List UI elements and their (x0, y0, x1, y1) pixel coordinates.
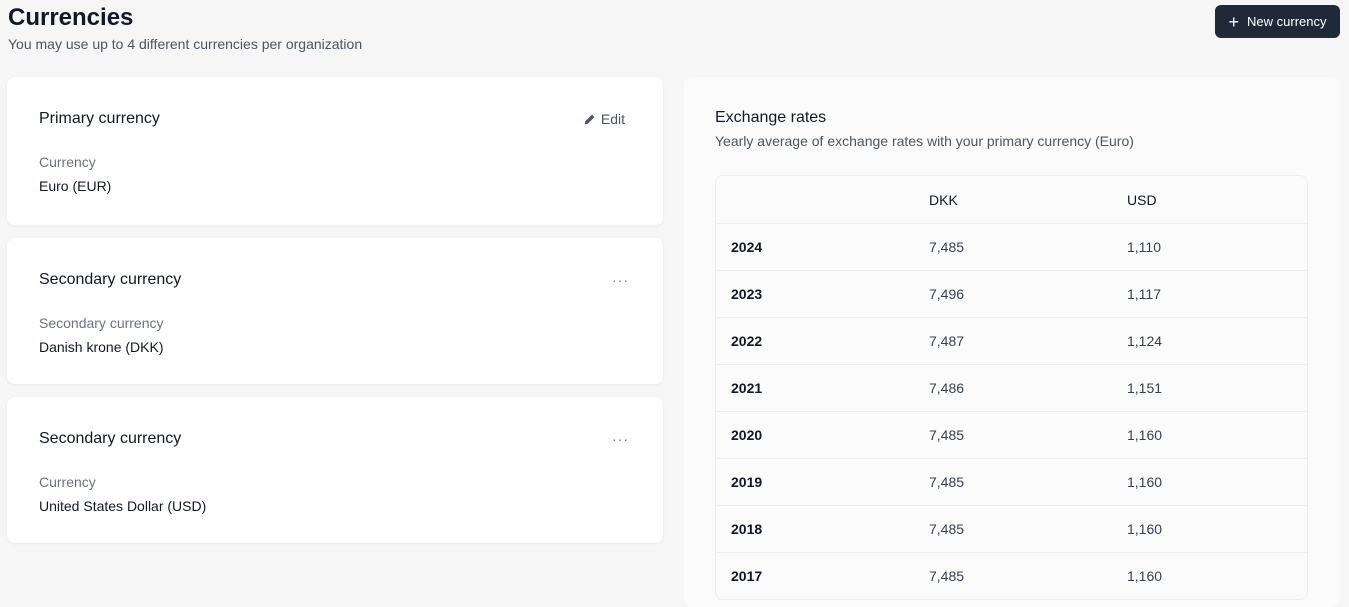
column-header-usd: USD (1127, 191, 1157, 208)
usd-rate-cell: 1,160 (1127, 521, 1163, 537)
table-row: 2024 7,485 1,110 (716, 223, 1307, 270)
edit-button[interactable]: Edit (583, 111, 625, 127)
secondary-currency-card: Secondary currency ··· Currency United S… (7, 397, 663, 543)
dkk-rate-cell: 7,485 (929, 239, 965, 255)
table-row: 2018 7,485 1,160 (716, 505, 1307, 552)
usd-rate-cell: 1,110 (1127, 239, 1161, 255)
edit-label: Edit (600, 111, 625, 127)
field-label: Secondary currency (39, 315, 164, 331)
year-cell: 2020 (731, 427, 763, 443)
exchange-rates-subtitle: Yearly average of exchange rates with yo… (715, 133, 1134, 149)
column-header-dkk: DKK (929, 191, 958, 208)
primary-currency-card: Primary currency Edit Currency Euro (EUR… (7, 77, 663, 225)
new-currency-button[interactable]: + New currency (1215, 5, 1340, 38)
dkk-rate-cell: 7,485 (929, 474, 965, 490)
table-row: 2017 7,485 1,160 (716, 552, 1307, 599)
year-cell: 2022 (731, 333, 763, 349)
new-currency-label: New currency (1247, 14, 1327, 29)
exchange-rates-panel: Exchange rates Yearly average of exchang… (684, 77, 1339, 607)
table-header: DKK USD (716, 176, 1307, 223)
more-options-icon[interactable]: ··· (612, 431, 629, 447)
field-label: Currency (39, 474, 96, 490)
table-row: 2019 7,485 1,160 (716, 458, 1307, 505)
more-options-icon[interactable]: ··· (612, 272, 629, 288)
card-title: Secondary currency (39, 430, 182, 447)
field-value: United States Dollar (USD) (39, 498, 207, 514)
usd-rate-cell: 1,151 (1127, 380, 1163, 396)
exchange-rates-table: DKK USD 2024 7,485 1,110 2023 7,496 1,117 2022… (715, 175, 1308, 600)
year-cell: 2019 (731, 474, 763, 490)
pencil-icon (584, 114, 595, 124)
card-title: Secondary currency (39, 271, 182, 288)
exchange-rates-title: Exchange rates (715, 109, 827, 126)
page-subtitle: You may use up to 4 different currencies… (8, 36, 363, 52)
usd-rate-cell: 1,124 (1127, 333, 1163, 349)
card-title: Primary currency (39, 110, 160, 127)
dkk-rate-cell: 7,485 (929, 568, 965, 584)
usd-rate-cell: 1,160 (1127, 427, 1163, 443)
dkk-rate-cell: 7,485 (929, 427, 965, 443)
table-row: 2021 7,486 1,151 (716, 364, 1307, 411)
year-cell: 2023 (731, 286, 763, 302)
year-cell: 2018 (731, 521, 763, 537)
dkk-rate-cell: 7,487 (929, 333, 965, 349)
page-title: Currencies (8, 4, 134, 31)
year-cell: 2017 (731, 568, 763, 584)
table-row: 2020 7,485 1,160 (716, 411, 1307, 458)
field-value: Danish krone (DKK) (39, 339, 164, 355)
field-value: Euro (EUR) (39, 178, 112, 194)
year-cell: 2021 (731, 380, 763, 396)
usd-rate-cell: 1,117 (1127, 286, 1161, 302)
field-label: Currency (39, 154, 96, 170)
dkk-rate-cell: 7,486 (929, 380, 965, 396)
usd-rate-cell: 1,160 (1127, 474, 1163, 490)
usd-rate-cell: 1,160 (1127, 568, 1163, 584)
secondary-currency-card: Secondary currency ··· Secondary currenc… (7, 238, 663, 384)
dkk-rate-cell: 7,485 (929, 521, 965, 537)
table-row: 2022 7,487 1,124 (716, 317, 1307, 364)
table-row: 2023 7,496 1,117 (716, 270, 1307, 317)
plus-icon: + (1228, 11, 1240, 32)
dkk-rate-cell: 7,496 (929, 286, 965, 302)
year-cell: 2024 (731, 239, 763, 255)
